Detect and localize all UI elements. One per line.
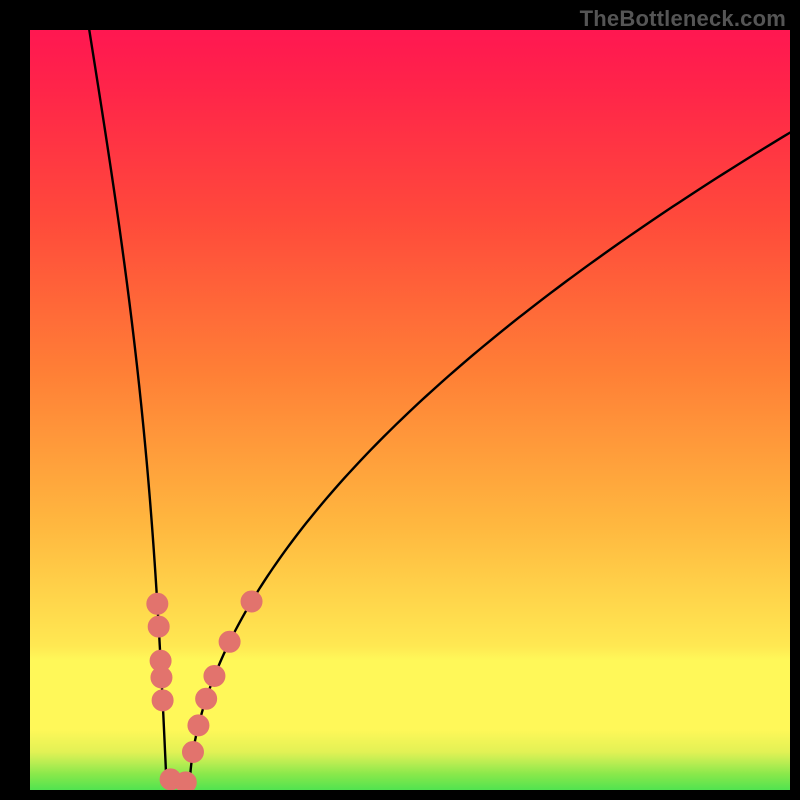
bottleneck-marker: [147, 593, 168, 614]
bottleneck-curve-right: [167, 133, 790, 787]
bottleneck-marker: [152, 690, 173, 711]
bottleneck-marker: [188, 715, 209, 736]
bottleneck-marker: [196, 688, 217, 709]
bottleneck-marker: [148, 616, 169, 637]
watermark-text: TheBottleneck.com: [580, 6, 786, 32]
figure-root: TheBottleneck.com: [0, 0, 800, 800]
bottleneck-marker: [182, 742, 203, 763]
bottleneck-marker: [241, 591, 262, 612]
bottleneck-curves-svg: [30, 30, 790, 790]
bottleneck-marker: [175, 772, 196, 790]
bottleneck-marker: [151, 667, 172, 688]
bottleneck-marker: [219, 631, 240, 652]
bottleneck-markers-group: [147, 591, 262, 790]
plot-area: [30, 30, 790, 790]
bottleneck-marker: [204, 666, 225, 687]
